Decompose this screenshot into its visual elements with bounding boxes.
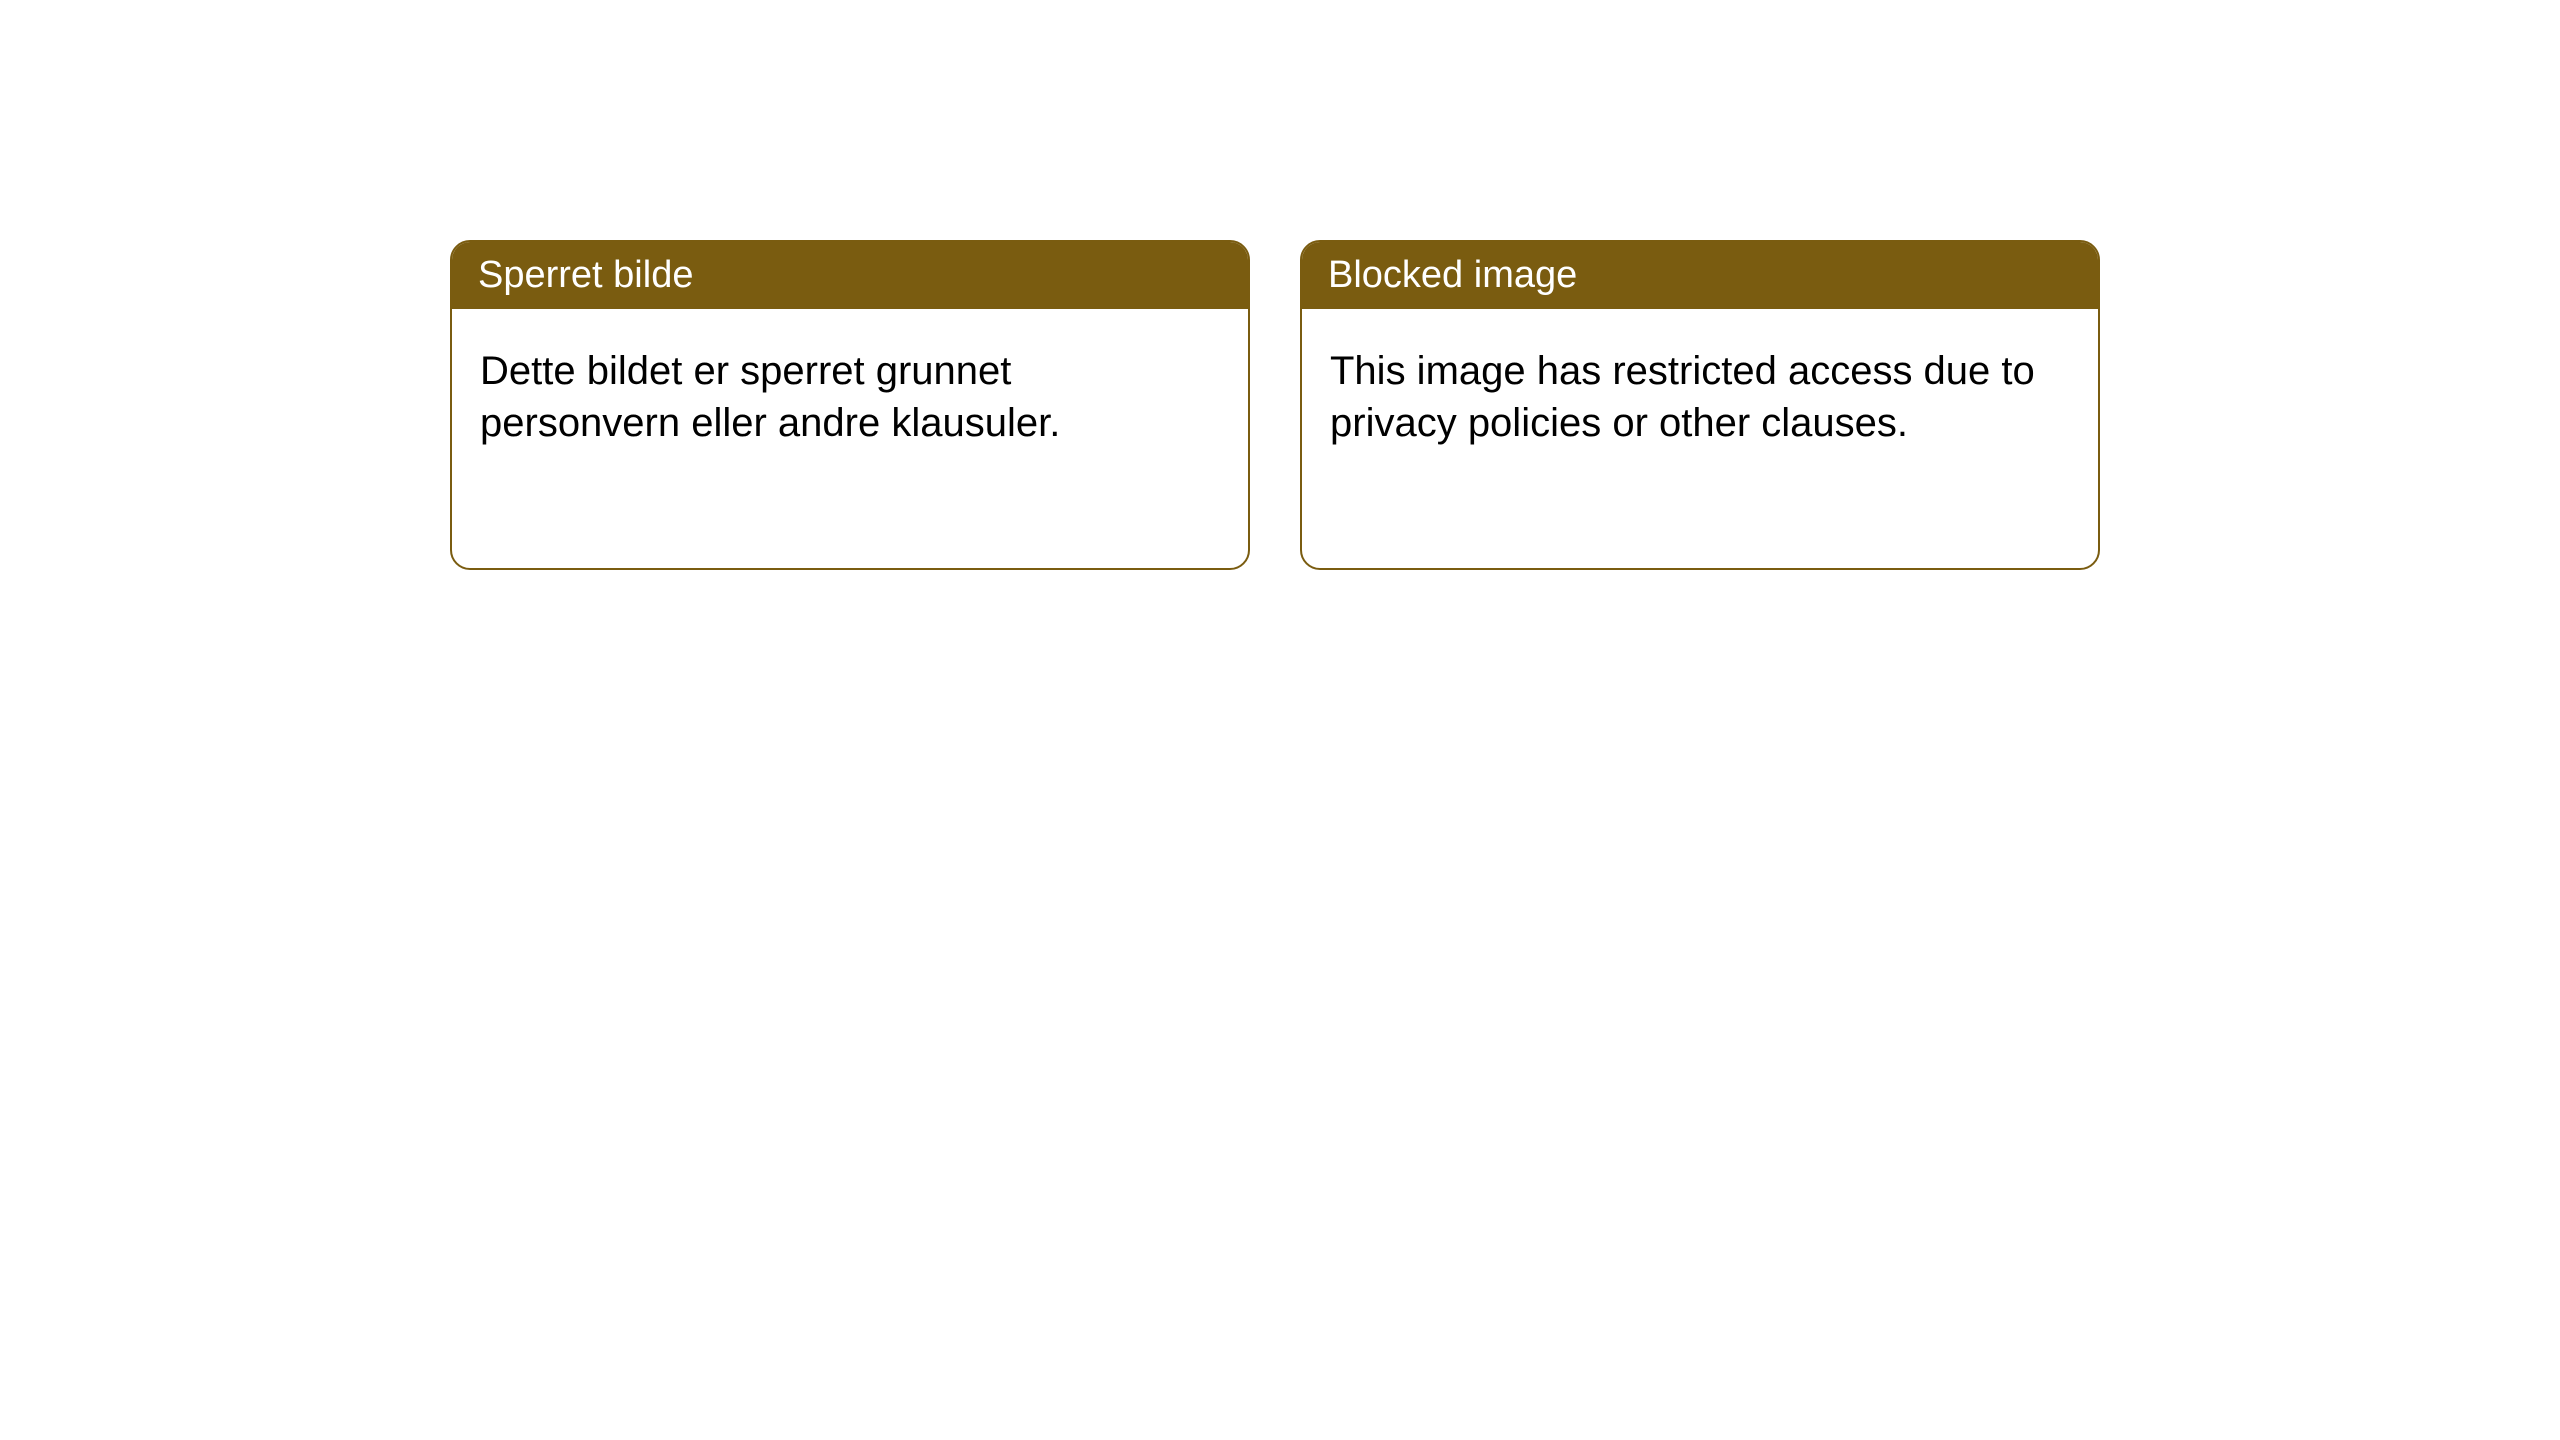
card-header: Blocked image (1302, 242, 2098, 309)
card-body: This image has restricted access due to … (1302, 309, 2098, 485)
card-body: Dette bildet er sperret grunnet personve… (452, 309, 1248, 485)
card-body-text: This image has restricted access due to … (1330, 349, 2035, 445)
card-title: Sperret bilde (478, 254, 693, 296)
card-header: Sperret bilde (452, 242, 1248, 309)
notice-card-norwegian: Sperret bilde Dette bildet er sperret gr… (450, 240, 1250, 570)
card-title: Blocked image (1328, 254, 1577, 296)
card-body-text: Dette bildet er sperret grunnet personve… (480, 349, 1060, 445)
notice-card-english: Blocked image This image has restricted … (1300, 240, 2100, 570)
notice-container: Sperret bilde Dette bildet er sperret gr… (0, 0, 2560, 570)
